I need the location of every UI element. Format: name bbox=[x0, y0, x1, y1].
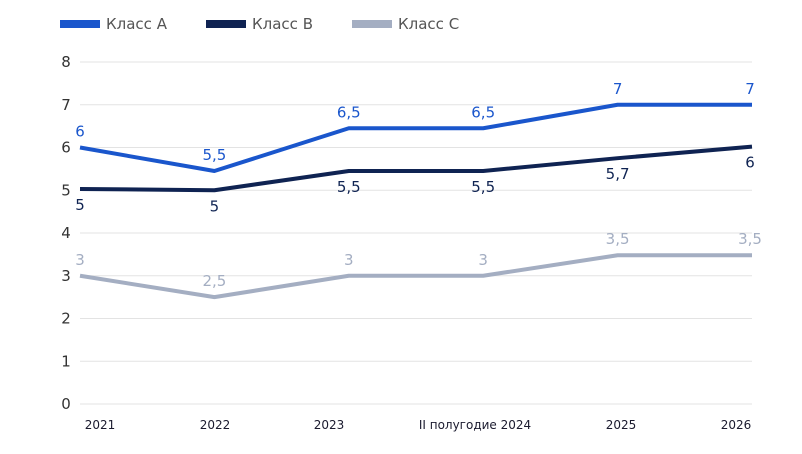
data-label: 5,5 bbox=[471, 178, 495, 196]
data-label: 5 bbox=[75, 196, 85, 214]
legend-swatch bbox=[60, 20, 100, 28]
x-tick-label: 2025 bbox=[606, 418, 637, 432]
y-tick-label: 4 bbox=[61, 224, 71, 242]
y-tick-label: 0 bbox=[61, 395, 71, 413]
data-label: 7 bbox=[613, 80, 623, 98]
data-label: 2,5 bbox=[202, 272, 226, 290]
y-tick-label: 1 bbox=[61, 352, 71, 370]
x-tick-label: 2026 bbox=[721, 418, 752, 432]
data-label: 5,7 bbox=[606, 165, 630, 183]
data-label: 3 bbox=[344, 251, 354, 269]
y-tick-label: 6 bbox=[61, 139, 71, 157]
data-labels: 6 5,5 6,5 6,5 7 7 5 5 5,5 5,5 5,7 6 3 2,5 3 3 3,5 3,5 bbox=[75, 80, 762, 290]
series-line bbox=[79, 253, 752, 300]
series-line bbox=[79, 102, 752, 174]
data-label: 6,5 bbox=[337, 103, 361, 121]
x-tick-label: II полугодие 2024 bbox=[419, 418, 531, 432]
data-label: 6 bbox=[75, 123, 85, 141]
data-label: 7 bbox=[745, 80, 755, 98]
legend-label: Класс А bbox=[106, 15, 168, 33]
legend-label: Класс С bbox=[398, 15, 459, 33]
data-label: 6 bbox=[745, 154, 755, 172]
series-line bbox=[79, 144, 753, 193]
legend-label: Класс В bbox=[252, 15, 313, 33]
y-axis-ticks: 0 1 2 3 4 5 6 7 8 bbox=[61, 53, 71, 413]
x-tick-label: 2023 bbox=[314, 418, 345, 432]
y-tick-label: 3 bbox=[61, 267, 71, 285]
x-tick-label: 2021 bbox=[85, 418, 116, 432]
grid-lines bbox=[80, 61, 752, 405]
data-label: 3,5 bbox=[606, 230, 630, 248]
legend-swatch bbox=[206, 20, 246, 28]
data-label: 3,5 bbox=[738, 230, 762, 248]
data-label: 3 bbox=[75, 251, 85, 269]
data-label: 5 bbox=[210, 197, 220, 215]
x-axis-ticks: 2021 2022 2023 II полугодие 2024 2025 2026 bbox=[85, 418, 752, 432]
x-tick-label: 2022 bbox=[200, 418, 231, 432]
y-tick-label: 5 bbox=[61, 181, 71, 199]
y-tick-label: 8 bbox=[61, 53, 71, 71]
data-label: 6,5 bbox=[471, 103, 495, 121]
legend: Класс А Класс В Класс С bbox=[60, 15, 459, 33]
series-lines bbox=[79, 102, 753, 300]
data-label: 3 bbox=[478, 251, 488, 269]
legend-swatch bbox=[352, 20, 392, 28]
data-label: 5,5 bbox=[202, 146, 226, 164]
data-label: 5,5 bbox=[337, 178, 361, 196]
y-tick-label: 7 bbox=[61, 96, 71, 114]
y-tick-label: 2 bbox=[61, 310, 71, 328]
